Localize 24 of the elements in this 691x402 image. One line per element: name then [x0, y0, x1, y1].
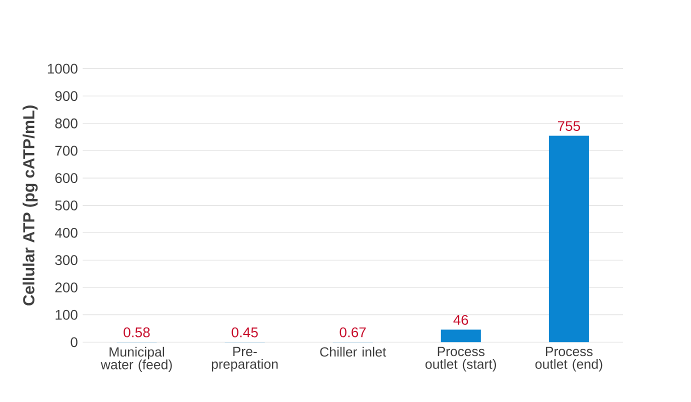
- y-tick-label: 400: [54, 228, 78, 238]
- data-label: 0.58: [124, 327, 150, 338]
- x-tick-label: Process outlet (end): [535, 346, 602, 372]
- y-tick-label: 600: [55, 173, 78, 183]
- data-label: 755: [558, 121, 580, 131]
- y-tick-label: 800: [55, 118, 78, 128]
- bar: [548, 136, 589, 342]
- data-label: 46: [453, 314, 468, 325]
- y-tick-label: 200: [55, 282, 78, 292]
- y-axis-title: Cellular ATP (pg cATP/mL): [22, 105, 38, 306]
- y-tick-label: 700: [55, 146, 78, 156]
- y-tick-label: 300: [55, 255, 78, 265]
- y-tick-label: 500: [55, 200, 78, 210]
- y-tick-label: 1000: [48, 64, 78, 74]
- x-tick-label: Pre-preparation: [212, 346, 278, 372]
- y-tick-label: 100: [56, 310, 78, 320]
- x-tick-label: Process outlet (start): [426, 346, 496, 372]
- bar: [440, 329, 481, 342]
- data-label: 0.45: [232, 327, 258, 338]
- y-tick-label: 900: [55, 90, 78, 101]
- x-tick-label: Chiller inlet: [320, 346, 386, 357]
- y-tick-label: 0: [70, 337, 78, 348]
- x-tick-label: Municipal water (feed): [100, 346, 172, 372]
- data-label: 0.67: [340, 327, 366, 338]
